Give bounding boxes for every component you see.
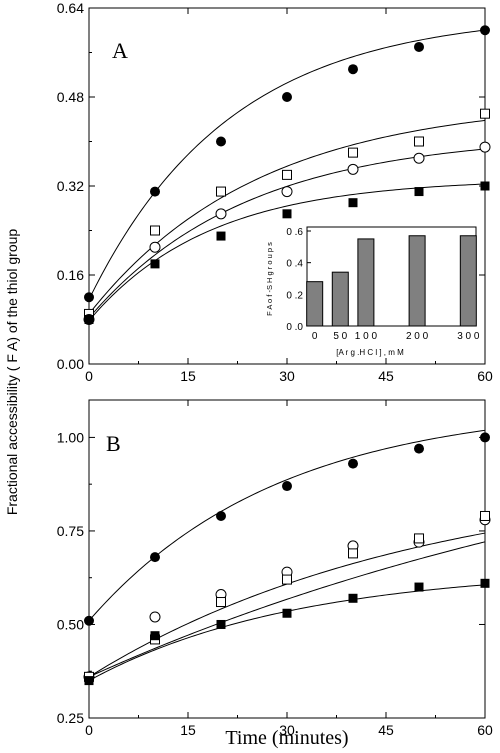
panel-a-point-filled-square — [150, 259, 160, 269]
panel-b-x-tick-label: 45 — [378, 722, 394, 738]
panel-b-point-filled-circle — [150, 552, 160, 563]
panel-a-x-tick-label: 60 — [477, 368, 493, 384]
panel-a-point-open-square — [216, 186, 226, 197]
panel-a-point-open-square — [414, 136, 424, 147]
panel-a-point-open-square — [348, 147, 358, 158]
panel-b-point-filled-circle — [282, 481, 292, 492]
inset-bar-200 — [408, 235, 426, 327]
panel-b-point-filled-circle — [84, 615, 94, 626]
panel-a-point-filled-square — [282, 209, 292, 219]
inset-bar-0 — [306, 281, 324, 327]
inset-x-tick-label: 5 0 — [333, 331, 347, 342]
panel-a-point-open-circle — [149, 241, 161, 253]
panel-b-y-tick-label: 0.25 — [57, 710, 84, 726]
panel-a-point-filled-square — [480, 181, 490, 191]
panel-a-point-filled-square — [348, 198, 358, 208]
inset-bar-chart: 0 .0 0 .2 0 .4 0 .6 0 5 0 1 0 0 2 0 0 3 0 0 [A r… — [265, 226, 480, 357]
panel-a-point-filled-circle — [216, 136, 226, 147]
panel-a-point-filled-circle — [414, 41, 424, 52]
panel-b-fit-curve-open-square — [88, 541, 486, 678]
panel-b-point-filled-square — [150, 631, 160, 641]
panel-b-x-tick-label: 0 — [85, 722, 93, 738]
inset-x-tick-label: 3 0 0 — [457, 331, 480, 342]
panel-b-point-open-square — [348, 548, 358, 559]
panel-b-y-tick-label: 0.75 — [57, 523, 84, 539]
panel-a-point-open-circle — [347, 163, 359, 175]
panel-a-point-open-square — [150, 225, 160, 236]
panel-b-point-filled-square — [84, 676, 94, 686]
panel-a-y-tick-label: 0.64 — [57, 0, 84, 16]
panel-a-point-filled-circle — [348, 64, 358, 75]
panel-b-point-filled-circle — [414, 443, 424, 454]
panel-b-y-tick-label: 0.50 — [57, 616, 84, 632]
panel-a-point-filled-circle — [480, 25, 490, 36]
panel-b-point-filled-square — [414, 582, 424, 592]
panel-a-point-open-circle — [281, 186, 293, 198]
panel-b-point-filled-circle — [480, 432, 490, 443]
x-axis-title: Time (minutes) — [225, 727, 348, 749]
panel-b-point-open-circle — [149, 611, 161, 623]
panel-b-x-tick-label: 60 — [477, 722, 493, 738]
panel-b-fit-curve-filled-circle — [88, 429, 486, 622]
panel-a-x-tick-label: 15 — [180, 368, 196, 384]
panel-b-point-open-square — [480, 510, 490, 521]
shared-y-axis-label: Fractional accessibility ( F A) of the t… — [4, 229, 20, 516]
panel-a-x-tick-label: 30 — [279, 368, 295, 384]
inset-x-axis-label: [A r g .H C l ] , m M — [336, 348, 404, 357]
panel-a-point-filled-circle — [282, 92, 292, 102]
panel-b-point-filled-square — [348, 593, 358, 603]
panel-b-point-filled-circle — [216, 510, 226, 521]
panel-b-point-open-square — [216, 597, 226, 608]
inset-bar-50 — [331, 271, 349, 327]
panel-a-point-filled-square — [216, 231, 226, 241]
inset-x-tick-label: 1 0 0 — [355, 331, 378, 342]
panel-b-frame — [88, 399, 486, 719]
panel-a-chart: A 0 15 30 45 60 0.00 0.16 0.32 0.48 0.64 — [57, 0, 493, 384]
inset-x-tick-label: 0 — [312, 331, 318, 342]
inset-y-tick-label: 0 .6 — [286, 227, 303, 238]
panel-a-y-tick-label: 0.00 — [57, 356, 84, 372]
panel-a-point-open-square — [282, 169, 292, 180]
panel-b-y-tick-label: 1.00 — [57, 429, 84, 445]
panel-a-point-filled-square — [414, 187, 424, 197]
panel-b-point-open-square — [282, 574, 292, 585]
panel-a-point-open-circle — [479, 141, 491, 153]
panel-a-point-filled-circle — [150, 186, 160, 197]
panel-a-label: A — [112, 38, 128, 63]
panel-b-chart: B 0 15 30 45 60 0.25 0.50 0.75 1.00 Time (minute… — [57, 399, 493, 749]
panel-a-point-open-square — [480, 108, 490, 119]
inset-bar-300 — [459, 235, 477, 327]
panel-a-point-open-circle — [215, 208, 227, 220]
panel-b-point-filled-square — [282, 608, 292, 618]
inset-y-axis-label: F A o f -S H g r o u p s — [265, 242, 274, 316]
panel-a-point-filled-circle — [84, 292, 94, 303]
inset-y-tick-label: 0 .0 — [286, 322, 303, 333]
panel-a-x-tick-label: 0 — [85, 368, 93, 384]
inset-y-tick-label: 0 .4 — [286, 259, 303, 270]
panel-a-y-tick-label: 0.48 — [57, 89, 84, 105]
inset-x-tick-label: 2 0 0 — [406, 331, 429, 342]
panel-a-y-tick-label: 0.16 — [57, 267, 84, 283]
panel-b-x-tick-label: 30 — [279, 722, 295, 738]
panel-b-fit-curve-open-circle — [88, 532, 486, 678]
inset-bar-100 — [357, 238, 375, 327]
panel-b-point-filled-square — [480, 578, 490, 588]
panel-b-x-tick-label: 15 — [180, 722, 196, 738]
panel-a-point-filled-square — [84, 315, 94, 324]
panel-b-label: B — [106, 431, 121, 456]
panel-b-point-open-square — [414, 533, 424, 544]
inset-y-tick-label: 0 .2 — [286, 290, 303, 301]
panel-a-point-open-circle — [413, 152, 425, 164]
panel-a-y-tick-label: 0.32 — [57, 178, 84, 194]
panel-b-point-filled-circle — [348, 458, 358, 469]
panel-b-point-filled-square — [216, 619, 226, 629]
panel-a-x-tick-label: 45 — [378, 368, 394, 384]
